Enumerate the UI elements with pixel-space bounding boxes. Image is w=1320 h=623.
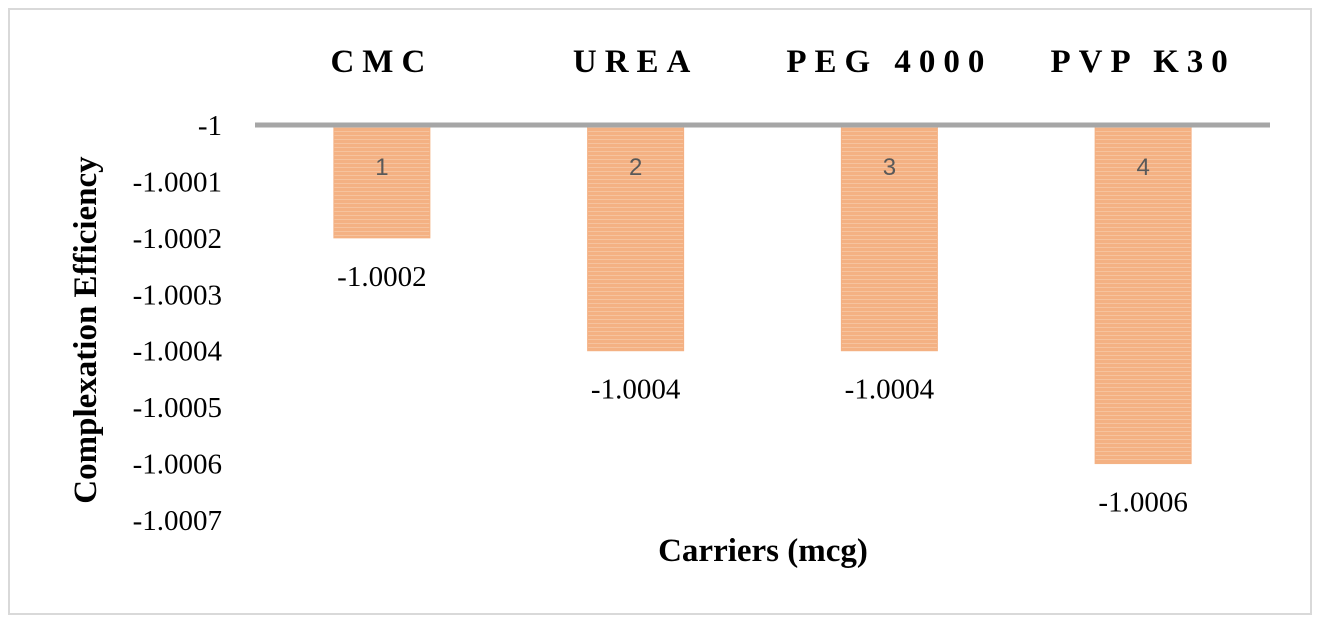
x-tick-label: PEG 4000 xyxy=(786,44,992,80)
y-tick-label: -1.0001 xyxy=(133,166,222,198)
y-tick-label: -1.0003 xyxy=(133,279,222,311)
x-tick-label: PVP K30 xyxy=(1051,44,1236,80)
y-tick-label: -1 xyxy=(198,110,222,142)
bars xyxy=(333,124,1192,465)
bar xyxy=(333,124,431,239)
data-label: -1.0006 xyxy=(1098,487,1187,519)
bar xyxy=(1094,124,1192,465)
bar-number-label: 2 xyxy=(629,154,642,181)
data-label: -1.0002 xyxy=(337,261,426,293)
data-labels: -1.0002 -1.0004 -1.0004 -1.0006 xyxy=(337,261,1188,519)
bar-number-label: 1 xyxy=(375,154,388,181)
x-tick-label: UREA xyxy=(573,44,699,80)
category-labels: CMC UREA PEG 4000 PVP K30 xyxy=(330,44,1236,80)
y-tick-label: -1.0006 xyxy=(133,449,222,481)
bar-number-labels: 1 2 3 4 xyxy=(375,154,1150,181)
x-tick-label: CMC xyxy=(330,44,433,80)
data-label: -1.0004 xyxy=(591,374,681,406)
data-label: -1.0004 xyxy=(845,374,935,406)
y-axis-title: Complexation Efficiency xyxy=(68,156,104,504)
y-axis-tick-labels: -1 -1.0001 -1.0002 -1.0003 -1.0004 -1.0005 -1.… xyxy=(133,110,223,537)
bar xyxy=(587,124,685,352)
x-axis-title: Carriers (mcg) xyxy=(658,533,868,569)
bar-number-label: 4 xyxy=(1136,154,1149,181)
y-tick-label: -1.0002 xyxy=(133,223,222,255)
bar-number-label: 3 xyxy=(883,154,896,181)
y-tick-label: -1.0007 xyxy=(133,505,222,537)
y-tick-label: -1.0005 xyxy=(133,392,222,424)
y-tick-label: -1.0004 xyxy=(133,336,223,368)
